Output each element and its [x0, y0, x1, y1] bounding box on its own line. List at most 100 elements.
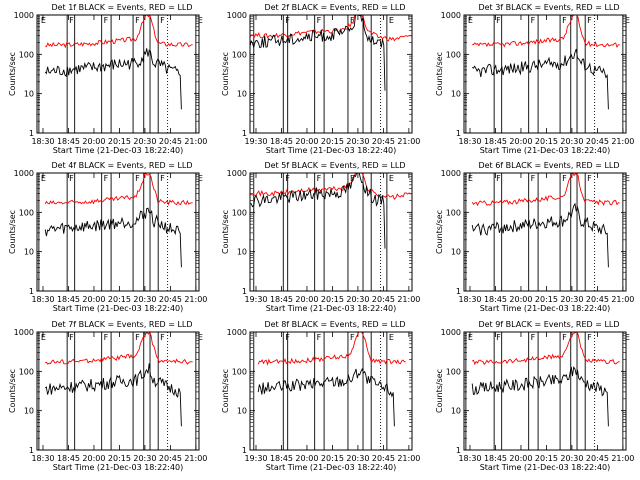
marker-label: F	[135, 333, 140, 342]
y-axis-label: Counts/sec	[435, 210, 444, 254]
marker-label: E	[468, 174, 473, 183]
x-axis-label: Start Time (21-Dec-03 18:22:40)	[266, 304, 397, 313]
chart-title: Det 8f BLACK = Events, RED = LLD	[264, 320, 405, 329]
y-tick-label: 1000	[14, 328, 34, 337]
x-tick-label: 20:30	[560, 454, 583, 463]
y-tick-label: 1	[29, 446, 34, 455]
y-tick-label: 1	[242, 129, 247, 138]
x-tick-label: 20:45	[586, 454, 609, 463]
events-series-line	[250, 172, 386, 249]
x-tick-label: 18:30	[458, 454, 481, 463]
chart-panel-1: Det 1f BLACK = Events, RED = LLD Counts/s…	[8, 3, 207, 155]
x-tick-label: 20:45	[372, 295, 395, 304]
chart-panel-4: Det 4f BLACK = Events, RED = LLD Counts/s…	[8, 161, 207, 313]
chart-title: Det 1f BLACK = Events, RED = LLD	[51, 3, 192, 12]
x-tick-label: 20:00	[82, 137, 105, 146]
marker-label: E	[198, 333, 203, 342]
chart-title: Det 6f BLACK = Events, RED = LLD	[478, 161, 619, 170]
lld-series-line	[472, 14, 620, 49]
marker-label: F	[317, 333, 322, 342]
marker-label: F	[531, 16, 536, 25]
x-tick-label: 20:15	[321, 137, 344, 146]
marker-label: E	[389, 333, 394, 342]
x-axis-label: Start Time (21-Dec-03 18:22:40)	[480, 146, 611, 155]
chart-panel-8: Det 8f BLACK = Events, RED = LLD Counts/s…	[221, 320, 420, 472]
marker-label: F	[69, 174, 74, 183]
x-tick-label: 20:30	[133, 137, 156, 146]
y-tick-label: 10	[24, 90, 34, 99]
marker-label: F	[104, 16, 109, 25]
x-tick-label: 21:00	[397, 454, 420, 463]
x-tick-label: 20:15	[108, 137, 131, 146]
x-tick-label: 18:45	[57, 295, 80, 304]
y-tick-label: 1000	[441, 169, 461, 178]
events-series-line	[249, 14, 386, 91]
marker-label: F	[69, 333, 74, 342]
marker-label: F	[317, 16, 322, 25]
y-tick-label: 100	[232, 367, 247, 376]
x-tick-label: 20:00	[295, 295, 318, 304]
marker-label: F	[317, 174, 322, 183]
events-series-line	[44, 207, 182, 268]
y-tick-label: 100	[19, 367, 34, 376]
x-tick-label: 19:30	[244, 454, 267, 463]
x-tick-label: 20:30	[346, 137, 369, 146]
x-tick-label: 21:00	[611, 295, 634, 304]
x-axis-label: Start Time (21-Dec-03 18:22:40)	[53, 146, 184, 155]
plot-frame	[463, 14, 627, 134]
x-tick-label: 18:45	[270, 454, 293, 463]
chart-panel-9: Det 9f BLACK = Events, RED = LLD Counts/s…	[435, 320, 634, 472]
x-tick-label: 20:45	[372, 454, 395, 463]
y-tick-label: 10	[237, 248, 247, 257]
x-tick-label: 20:45	[586, 295, 609, 304]
x-tick-label: 18:30	[458, 295, 481, 304]
plot-frame	[249, 331, 413, 451]
plot-frame	[463, 331, 627, 451]
x-tick-label: 20:15	[535, 454, 558, 463]
chart-panel-6: Det 6f BLACK = Events, RED = LLD Counts/s…	[435, 161, 634, 313]
y-tick-label: 100	[19, 208, 34, 217]
marker-label: F	[587, 16, 592, 25]
x-tick-label: 20:15	[108, 454, 131, 463]
x-tick-label: 18:45	[270, 295, 293, 304]
x-tick-label: 20:00	[509, 137, 532, 146]
marker-label: F	[562, 16, 567, 25]
y-tick-label: 1000	[14, 11, 34, 20]
y-axis-label: Counts/sec	[8, 52, 17, 96]
x-tick-label: 20:30	[346, 295, 369, 304]
y-tick-label: 10	[451, 407, 461, 416]
marker-label: F	[562, 174, 567, 183]
y-axis-label: Counts/sec	[435, 369, 444, 413]
x-tick-label: 21:00	[397, 137, 420, 146]
x-tick-label: 21:00	[184, 137, 207, 146]
marker-label: F	[135, 16, 140, 25]
x-axis-label: Start Time (21-Dec-03 18:22:40)	[53, 463, 184, 472]
x-tick-label: 18:30	[458, 137, 481, 146]
y-tick-label: 10	[24, 407, 34, 416]
x-tick-label: 18:45	[484, 137, 507, 146]
x-tick-label: 20:45	[159, 454, 182, 463]
plot-frame	[36, 172, 200, 292]
marker-label: F	[104, 174, 109, 183]
y-axis-label: Counts/sec	[8, 210, 17, 254]
x-tick-label: 20:30	[346, 454, 369, 463]
x-axis-label: Start Time (21-Dec-03 18:22:40)	[480, 463, 611, 472]
plot-frame	[249, 14, 413, 134]
x-tick-label: 21:00	[184, 295, 207, 304]
lld-series-line	[44, 172, 193, 206]
marker-label: E	[625, 333, 630, 342]
x-tick-label: 20:30	[133, 454, 156, 463]
y-tick-label: 100	[446, 50, 461, 59]
events-series-line	[257, 367, 395, 427]
lld-series-line	[471, 172, 620, 207]
y-tick-label: 100	[19, 50, 34, 59]
y-tick-label: 1000	[441, 11, 461, 20]
x-tick-label: 19:30	[244, 295, 267, 304]
marker-label: E	[389, 174, 394, 183]
x-tick-label: 18:30	[31, 137, 54, 146]
x-tick-label: 20:15	[321, 454, 344, 463]
lld-series-line	[257, 331, 406, 366]
events-series-line	[471, 48, 609, 110]
marker-label: E	[468, 16, 473, 25]
chart-title: Det 7f BLACK = Events, RED = LLD	[51, 320, 192, 329]
